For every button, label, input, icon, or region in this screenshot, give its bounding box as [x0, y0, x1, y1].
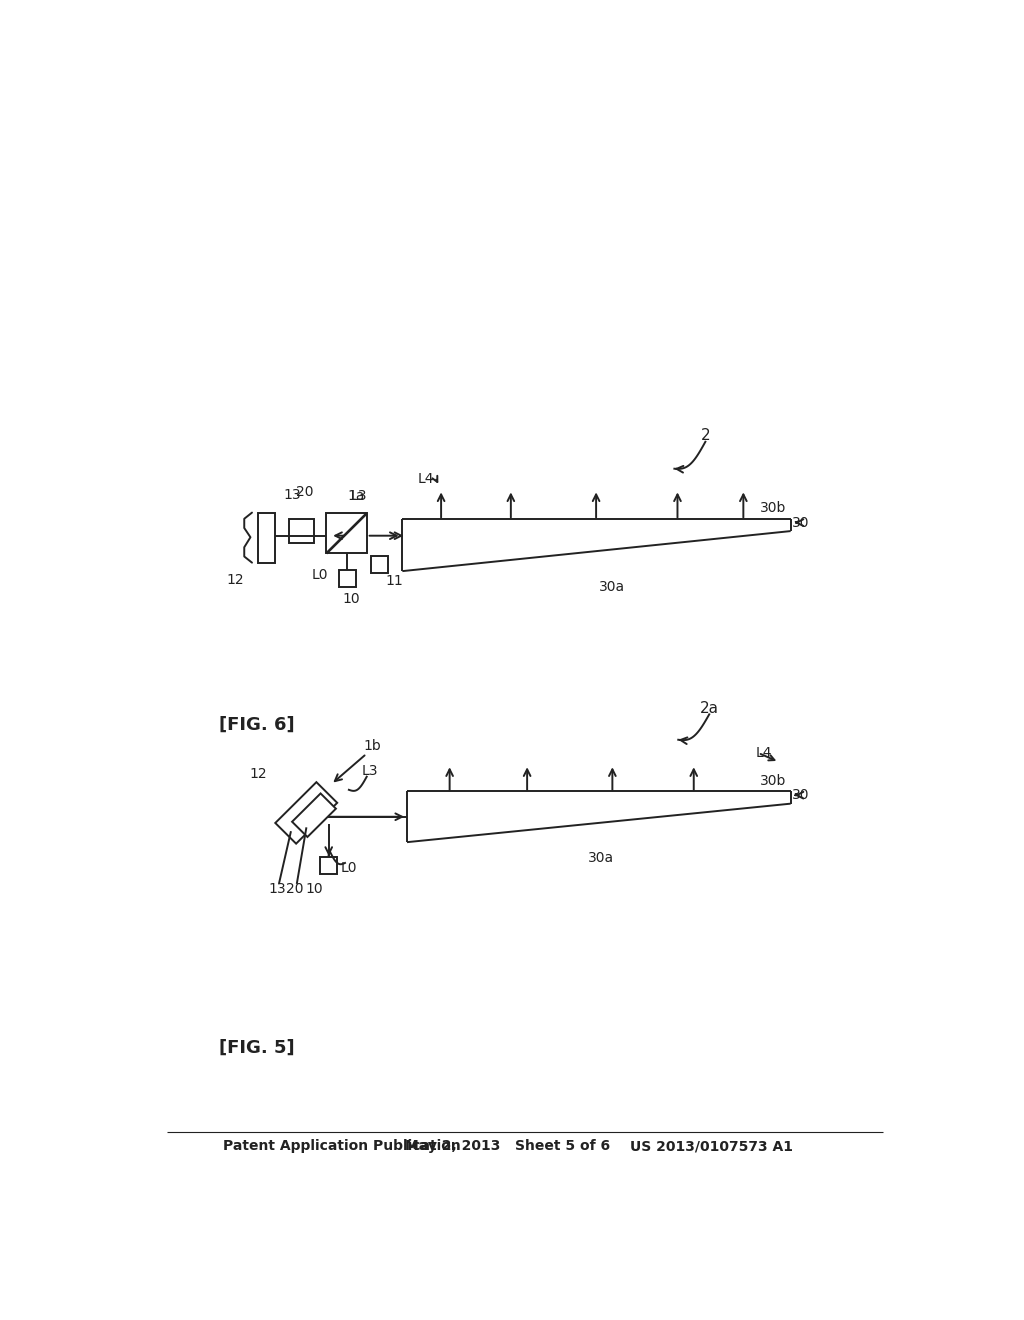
- Text: 30b: 30b: [761, 774, 786, 788]
- Bar: [339, 570, 356, 587]
- Text: L4: L4: [418, 471, 434, 486]
- Text: 12: 12: [226, 573, 244, 586]
- Text: May 2, 2013   Sheet 5 of 6: May 2, 2013 Sheet 5 of 6: [406, 1139, 610, 1154]
- Bar: [372, 557, 388, 573]
- Text: 2a: 2a: [699, 701, 719, 715]
- Text: 30a: 30a: [599, 579, 625, 594]
- Text: US 2013/0107573 A1: US 2013/0107573 A1: [630, 1139, 794, 1154]
- Text: L3: L3: [361, 763, 378, 777]
- Polygon shape: [292, 793, 336, 837]
- Text: 30: 30: [792, 788, 809, 803]
- Bar: [321, 857, 337, 874]
- Text: 10: 10: [305, 882, 323, 896]
- Text: 11: 11: [386, 574, 403, 589]
- Text: L0: L0: [312, 568, 329, 582]
- Text: Patent Application Publication: Patent Application Publication: [222, 1139, 461, 1154]
- Text: 12: 12: [250, 767, 267, 781]
- Text: L3: L3: [350, 490, 368, 503]
- Text: 30b: 30b: [761, 502, 786, 515]
- Text: [FIG. 5]: [FIG. 5]: [219, 1039, 295, 1057]
- Text: 2: 2: [700, 428, 711, 444]
- Text: L4: L4: [756, 746, 772, 760]
- Text: 30: 30: [792, 516, 809, 529]
- Text: [FIG. 6]: [FIG. 6]: [219, 715, 295, 734]
- Text: 20: 20: [296, 484, 313, 499]
- Text: 10: 10: [342, 591, 360, 606]
- Text: 30a: 30a: [588, 850, 613, 865]
- Text: L0: L0: [341, 862, 357, 875]
- Text: 1b: 1b: [364, 739, 381, 752]
- Bar: [289, 519, 314, 544]
- Text: 13: 13: [268, 882, 287, 896]
- Text: 13: 13: [284, 488, 301, 502]
- Polygon shape: [275, 783, 337, 843]
- Text: 20: 20: [286, 882, 303, 896]
- Bar: [327, 513, 367, 553]
- Bar: [258, 512, 275, 562]
- Text: 1a: 1a: [347, 490, 365, 503]
